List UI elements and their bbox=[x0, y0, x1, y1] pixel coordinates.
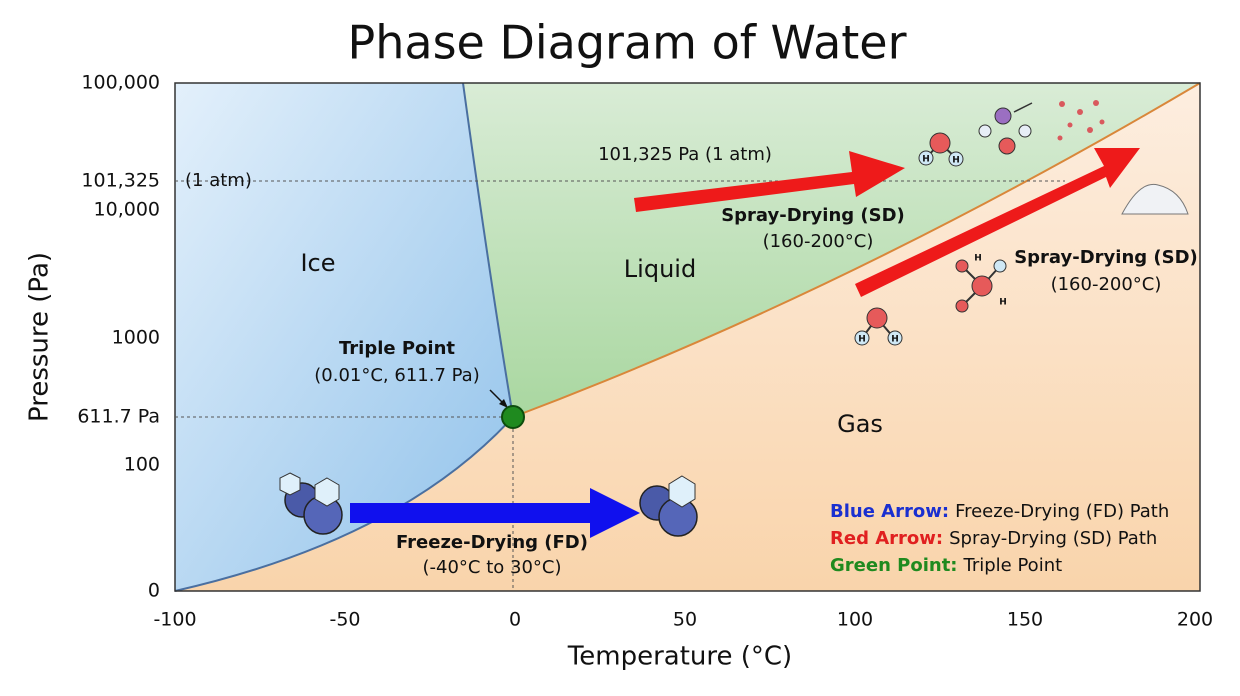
legend-text: Spray-Drying (SD) Path bbox=[949, 528, 1157, 549]
molecule-icon: H H bbox=[955, 254, 1007, 313]
fd-title: Freeze-Drying (FD) bbox=[396, 532, 588, 553]
x-ticks: -100 -50 0 50 100 150 200 bbox=[153, 609, 1213, 631]
triple-pointer-head bbox=[499, 399, 508, 408]
x-tick-label: 0 bbox=[509, 609, 521, 631]
molecule-icon: H H bbox=[918, 132, 964, 167]
oxygen bbox=[955, 259, 969, 273]
atom-label: H bbox=[974, 254, 982, 264]
gas-region bbox=[175, 83, 1200, 591]
triple-title: Triple Point bbox=[339, 338, 455, 359]
ice-region bbox=[175, 83, 513, 591]
oxygen bbox=[955, 299, 969, 313]
motion-arrow bbox=[1013, 102, 1033, 113]
x-tick-label: 100 bbox=[837, 609, 873, 631]
sd-title: Spray-Drying (SD) bbox=[721, 205, 905, 226]
legend-key: Red Arrow: bbox=[830, 528, 943, 549]
molecule-icon bbox=[978, 102, 1033, 155]
hydrogen bbox=[854, 330, 870, 346]
atom bbox=[998, 137, 1016, 155]
sd-detail: (160-200°C) bbox=[763, 231, 874, 252]
atom-label: H bbox=[952, 156, 960, 166]
ice-crystal bbox=[279, 472, 301, 496]
oxygen bbox=[929, 132, 951, 154]
y-ticks: 100,000 101,325 10,000 1000 611.7 Pa 100… bbox=[77, 72, 160, 602]
fd-detail: (-40°C to 30°C) bbox=[423, 557, 562, 578]
hydrogen bbox=[993, 259, 1007, 273]
x-tick-label: 150 bbox=[1007, 609, 1043, 631]
hydrogen bbox=[887, 330, 903, 346]
hydrogen bbox=[948, 151, 964, 167]
droplet bbox=[1077, 109, 1083, 115]
legend-entry: Red Arrow: Spray-Drying (SD) Path bbox=[830, 528, 1157, 549]
atm-line-label: 101,325 Pa (1 atm) bbox=[598, 144, 772, 165]
droplet bbox=[1099, 119, 1105, 125]
droplet bbox=[1059, 101, 1065, 107]
legend-entry: Green Point: Triple Point bbox=[830, 555, 1062, 576]
droplets-icon bbox=[1057, 100, 1105, 141]
blueberry-icon bbox=[639, 475, 698, 537]
droplet bbox=[1087, 127, 1093, 133]
blueberry-icon bbox=[279, 472, 343, 535]
x-tick-label: 200 bbox=[1177, 609, 1213, 631]
legend-key: Blue Arrow: bbox=[830, 501, 949, 522]
legend-text: Triple Point bbox=[963, 555, 1063, 576]
triple-point bbox=[501, 405, 525, 429]
legend-text: Freeze-Drying (FD) Path bbox=[955, 501, 1169, 522]
y-tick-label: 10,000 bbox=[94, 199, 160, 221]
droplet bbox=[1067, 122, 1073, 128]
x-tick-label: -50 bbox=[329, 609, 360, 631]
region-label: Gas bbox=[837, 410, 883, 438]
droplet bbox=[1093, 100, 1099, 106]
atom-label: H bbox=[891, 335, 899, 345]
ice-crystal bbox=[314, 477, 340, 507]
sd-title: Spray-Drying (SD) bbox=[1014, 247, 1198, 268]
y-tick-label: 611.7 Pa bbox=[77, 406, 160, 428]
legend-key: Green Point: bbox=[830, 555, 958, 576]
hydrogen bbox=[918, 150, 934, 166]
vaporization-curve bbox=[512, 82, 1201, 418]
fd-arrow bbox=[350, 488, 640, 538]
atom-label: H bbox=[922, 155, 930, 165]
oxygen bbox=[971, 275, 993, 297]
y-tick-label: 101,325 bbox=[81, 170, 160, 192]
plot-frame bbox=[174, 82, 1201, 592]
region-label: Liquid bbox=[624, 255, 696, 283]
title: Phase Diagram of Water bbox=[347, 16, 906, 70]
y-tick-label: 100 bbox=[124, 454, 160, 476]
y-axis-label: Pressure (Pa) bbox=[25, 252, 55, 422]
x-tick-label: 50 bbox=[673, 609, 697, 631]
atom-label: H bbox=[999, 298, 1007, 308]
oxygen bbox=[866, 307, 888, 329]
y-tick-label: 0 bbox=[148, 580, 160, 602]
liquid-region bbox=[463, 83, 1200, 417]
x-axis-label: Temperature (°C) bbox=[567, 642, 792, 672]
powder-icon bbox=[1121, 183, 1189, 215]
molecule-icon: H H bbox=[854, 307, 903, 346]
atom bbox=[1018, 124, 1032, 138]
droplet bbox=[1057, 135, 1063, 141]
x-tick-label: -100 bbox=[153, 609, 196, 631]
fusion-curve bbox=[462, 82, 514, 418]
atom bbox=[978, 124, 992, 138]
triple-detail: (0.01°C, 611.7 Pa) bbox=[314, 365, 479, 386]
atom-label: H bbox=[858, 335, 866, 345]
sd-arrow bbox=[634, 151, 905, 212]
atm-label: (1 atm) bbox=[185, 170, 252, 191]
sd-arrow bbox=[855, 148, 1140, 297]
legend: Blue Arrow: Freeze-Drying (FD) Path Red A… bbox=[830, 501, 1169, 576]
y-tick-label: 1000 bbox=[112, 327, 160, 349]
ice-crystal bbox=[668, 475, 696, 508]
sd-detail: (160-200°C) bbox=[1051, 274, 1162, 295]
y-tick-label: 100,000 bbox=[81, 72, 160, 94]
atom bbox=[994, 107, 1012, 125]
region-label: Ice bbox=[300, 249, 335, 277]
legend-entry: Blue Arrow: Freeze-Drying (FD) Path bbox=[830, 501, 1169, 522]
